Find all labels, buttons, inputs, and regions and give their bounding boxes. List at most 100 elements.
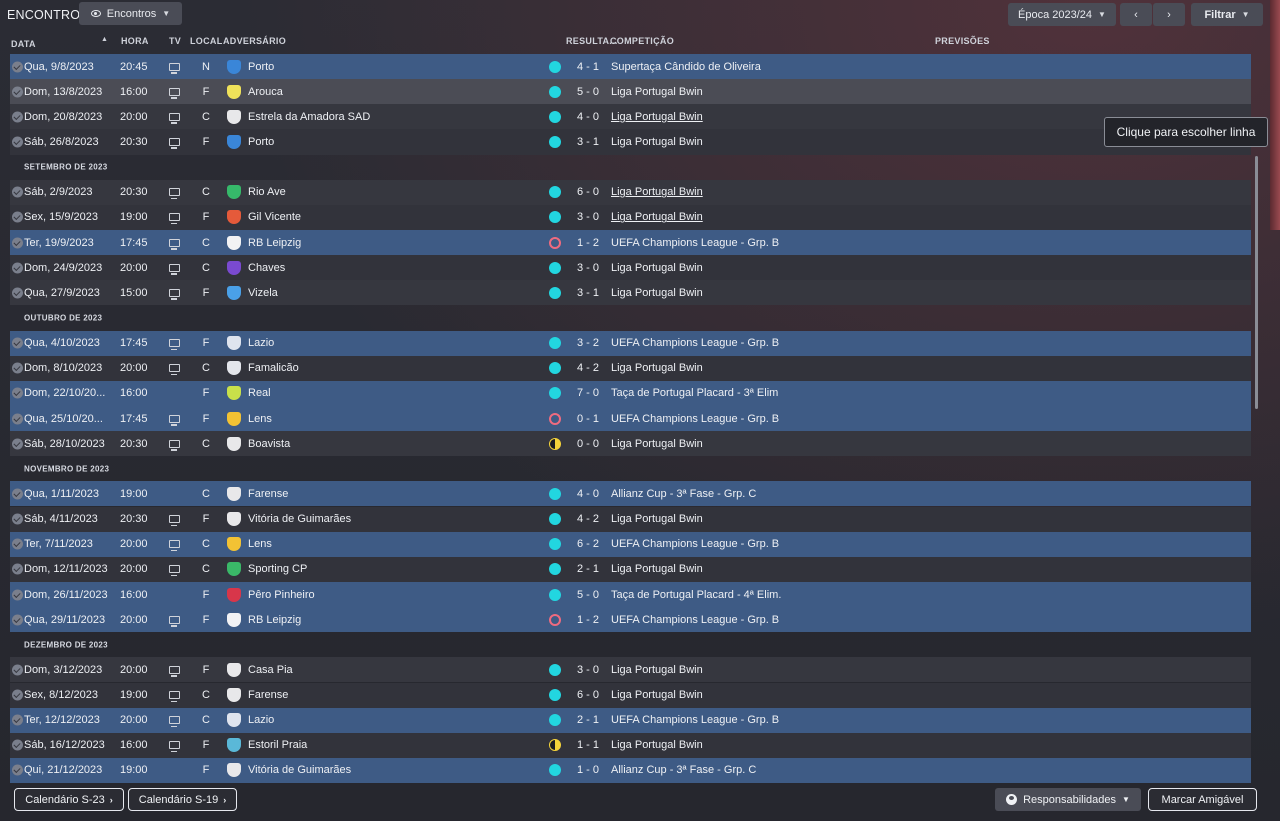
opponent-name[interactable]: Lazio <box>248 337 275 350</box>
fixture-row[interactable]: Dom, 8/10/2023 20:00 C Famalicão 4 - 2 Liga P… <box>10 355 1251 381</box>
fixture-row[interactable]: Dom, 13/8/2023 16:00 F Arouca 5 - 0 Liga Port… <box>10 79 1251 105</box>
calendar-u23-button[interactable]: Calendário S-23 › <box>14 788 124 811</box>
fixture-row[interactable]: Qui, 21/12/2023 19:00 F Vitória de Guimarãe… <box>10 757 1251 784</box>
competition-name[interactable]: Liga Portugal Bwin <box>611 739 703 752</box>
fixture-row[interactable]: Qua, 29/11/2023 20:00 F RB Leipzig 1 - 2 UEFA… <box>10 607 1251 633</box>
fixture-score[interactable]: 0 - 0 <box>576 437 599 450</box>
fixture-score[interactable]: 4 - 0 <box>576 487 599 500</box>
fixture-row[interactable]: Qua, 25/10/20... 17:45 F Lens 0 - 1 UEFA Cham… <box>10 405 1251 432</box>
fixture-row[interactable]: Sáb, 16/12/2023 16:00 F Estoril Praia 1 - 1 L… <box>10 732 1251 758</box>
fixture-score[interactable]: 5 - 0 <box>576 85 599 98</box>
fixture-row[interactable]: Ter, 19/9/2023 17:45 C RB Leipzig 1 - 2 UEFA … <box>10 229 1251 256</box>
fixture-row[interactable]: Sex, 15/9/2023 19:00 F Gil Vicente 3 - 0 Liga… <box>10 204 1251 230</box>
competition-name[interactable]: Liga Portugal Bwin <box>611 437 703 450</box>
competition-name[interactable]: Taça de Portugal Placard - 3ª Elim <box>611 387 779 400</box>
fixture-row[interactable]: Ter, 12/12/2023 20:00 C Lazio 2 - 1 UEFA Cham… <box>10 707 1251 733</box>
filter-button[interactable]: Filtrar ▼ <box>1191 3 1263 26</box>
opponent-name[interactable]: Pêro Pinheiro <box>248 588 315 601</box>
fixture-row[interactable]: Qua, 9/8/2023 20:45 N Porto 4 - 1 Supertaça C… <box>10 54 1251 80</box>
competition-name[interactable]: Liga Portugal Bwin <box>611 563 703 576</box>
opponent-name[interactable]: Arouca <box>248 85 283 98</box>
competition-name[interactable]: Liga Portugal Bwin <box>611 261 703 274</box>
fixture-row[interactable]: Sáb, 2/9/2023 20:30 C Rio Ave 6 - 0 Liga Port… <box>10 179 1251 205</box>
opponent-name[interactable]: Casa Pia <box>248 663 293 676</box>
fixture-row[interactable]: Dom, 22/10/20... 16:00 F Real 7 - 0 Taça de P… <box>10 380 1251 406</box>
arrange-friendly-button[interactable]: Marcar Amigável <box>1148 788 1257 811</box>
header-venue[interactable]: LOCAL <box>190 36 223 46</box>
competition-name[interactable]: UEFA Champions League - Grp. B <box>611 236 780 249</box>
fixture-row[interactable]: Sex, 8/12/2023 19:00 C Farense 6 - 0 Liga Por… <box>10 682 1251 708</box>
competition-name[interactable]: UEFA Champions League - Grp. B <box>611 613 780 626</box>
fixture-score[interactable]: 3 - 1 <box>576 286 599 299</box>
fixture-row[interactable]: Dom, 24/9/2023 20:00 C Chaves 3 - 0 Liga Port… <box>10 255 1251 281</box>
header-time[interactable]: HORA <box>121 36 149 46</box>
opponent-name[interactable]: Real <box>248 387 271 400</box>
fixture-score[interactable]: 4 - 0 <box>576 110 599 123</box>
fixture-score[interactable]: 2 - 1 <box>576 714 599 727</box>
opponent-name[interactable]: Estrela da Amadora SAD <box>248 110 371 123</box>
opponent-name[interactable]: Vitória de Guimarães <box>248 764 352 777</box>
opponent-name[interactable]: RB Leipzig <box>248 236 302 249</box>
opponent-name[interactable]: Famalicão <box>248 362 299 375</box>
header-tv[interactable]: TV <box>169 36 182 46</box>
opponent-name[interactable]: Chaves <box>248 261 286 274</box>
fixture-score[interactable]: 6 - 2 <box>576 538 599 551</box>
opponent-name[interactable]: Rio Ave <box>248 186 286 199</box>
responsibilities-button[interactable]: Responsabilidades ▼ <box>995 788 1141 811</box>
header-opponent[interactable]: ADVERSÁRIO <box>223 36 287 46</box>
fixture-score[interactable]: 3 - 0 <box>576 261 599 274</box>
header-result[interactable]: RESULTA... <box>566 36 618 46</box>
calendar-u19-button[interactable]: Calendário S-19 › <box>128 788 237 811</box>
header-competition[interactable]: COMPETIÇÃO <box>610 36 675 46</box>
prev-season-button[interactable]: ‹ <box>1120 3 1152 26</box>
fixture-score[interactable]: 7 - 0 <box>576 387 599 400</box>
fixture-row[interactable]: Sáb, 4/11/2023 20:30 F Vitória de Guimarães… <box>10 506 1251 532</box>
fixture-score[interactable]: 4 - 2 <box>576 362 599 375</box>
fixture-score[interactable]: 1 - 2 <box>576 236 599 249</box>
fixture-row[interactable]: Dom, 26/11/2023 16:00 F Pêro Pinheiro 5 - 0 T… <box>10 581 1251 608</box>
scrollbar[interactable] <box>1255 156 1258 409</box>
competition-name[interactable]: Liga Portugal Bwin <box>611 135 703 148</box>
opponent-name[interactable]: Farense <box>248 689 289 702</box>
competition-name[interactable]: Liga Portugal Bwin <box>611 689 703 702</box>
opponent-name[interactable]: Sporting CP <box>248 563 308 576</box>
opponent-name[interactable]: Estoril Praia <box>248 739 308 752</box>
fixture-row[interactable]: Qua, 1/11/2023 19:00 C Farense 4 - 0 Allianz … <box>10 481 1251 507</box>
next-season-button[interactable]: › <box>1153 3 1185 26</box>
competition-name[interactable]: Allianz Cup - 3ª Fase - Grp. C <box>611 487 757 500</box>
fixture-score[interactable]: 1 - 0 <box>576 764 599 777</box>
opponent-name[interactable]: Farense <box>248 487 289 500</box>
opponent-name[interactable]: Vitória de Guimarães <box>248 513 352 526</box>
competition-name[interactable]: Allianz Cup - 3ª Fase - Grp. C <box>611 764 757 777</box>
competition-name[interactable]: UEFA Champions League - Grp. B <box>611 538 780 551</box>
fixture-score[interactable]: 0 - 1 <box>576 412 599 425</box>
fixture-score[interactable]: 4 - 2 <box>576 513 599 526</box>
opponent-name[interactable]: Boavista <box>248 437 291 450</box>
fixture-score[interactable]: 1 - 2 <box>576 613 599 626</box>
header-predictions[interactable]: PREVISÕES <box>935 36 990 46</box>
opponent-name[interactable]: Porto <box>248 60 275 73</box>
competition-name[interactable]: Liga Portugal Bwin <box>611 362 703 375</box>
competition-name[interactable]: Liga Portugal Bwin <box>611 186 703 199</box>
opponent-name[interactable]: Lens <box>248 538 272 551</box>
fixture-score[interactable]: 3 - 2 <box>576 337 599 350</box>
competition-name[interactable]: UEFA Champions League - Grp. B <box>611 412 780 425</box>
fixture-row[interactable]: Sáb, 28/10/2023 20:30 C Boavista 0 - 0 Liga P… <box>10 431 1251 457</box>
competition-name[interactable]: Taça de Portugal Placard - 4ª Elim. <box>611 588 782 601</box>
fixture-row[interactable]: Dom, 3/12/2023 20:00 F Casa Pia 3 - 0 Liga Po… <box>10 657 1251 683</box>
competition-name[interactable]: Liga Portugal Bwin <box>611 513 703 526</box>
fixture-row[interactable]: Dom, 12/11/2023 20:00 C Sporting CP 2 - 1 Lig… <box>10 556 1251 582</box>
fixture-score[interactable]: 3 - 1 <box>576 135 599 148</box>
fixture-score[interactable]: 5 - 0 <box>576 588 599 601</box>
opponent-name[interactable]: Porto <box>248 135 275 148</box>
fixture-row[interactable]: Qua, 27/9/2023 15:00 F Vizela 3 - 1 Liga Port… <box>10 280 1251 306</box>
fixture-row[interactable]: Qua, 4/10/2023 17:45 F Lazio 3 - 2 UEFA Champ… <box>10 330 1251 356</box>
fixture-score[interactable]: 3 - 0 <box>576 211 599 224</box>
competition-name[interactable]: Liga Portugal Bwin <box>611 85 703 98</box>
fixture-row[interactable]: Ter, 7/11/2023 20:00 C Lens 6 - 2 UEFA Champi… <box>10 531 1251 557</box>
competition-name[interactable]: UEFA Champions League - Grp. B <box>611 714 780 727</box>
fixture-score[interactable]: 6 - 0 <box>576 186 599 199</box>
fixture-score[interactable]: 6 - 0 <box>576 689 599 702</box>
opponent-name[interactable]: Lens <box>248 412 272 425</box>
season-selector-button[interactable]: Época 2023/24 ▼ <box>1008 3 1116 26</box>
